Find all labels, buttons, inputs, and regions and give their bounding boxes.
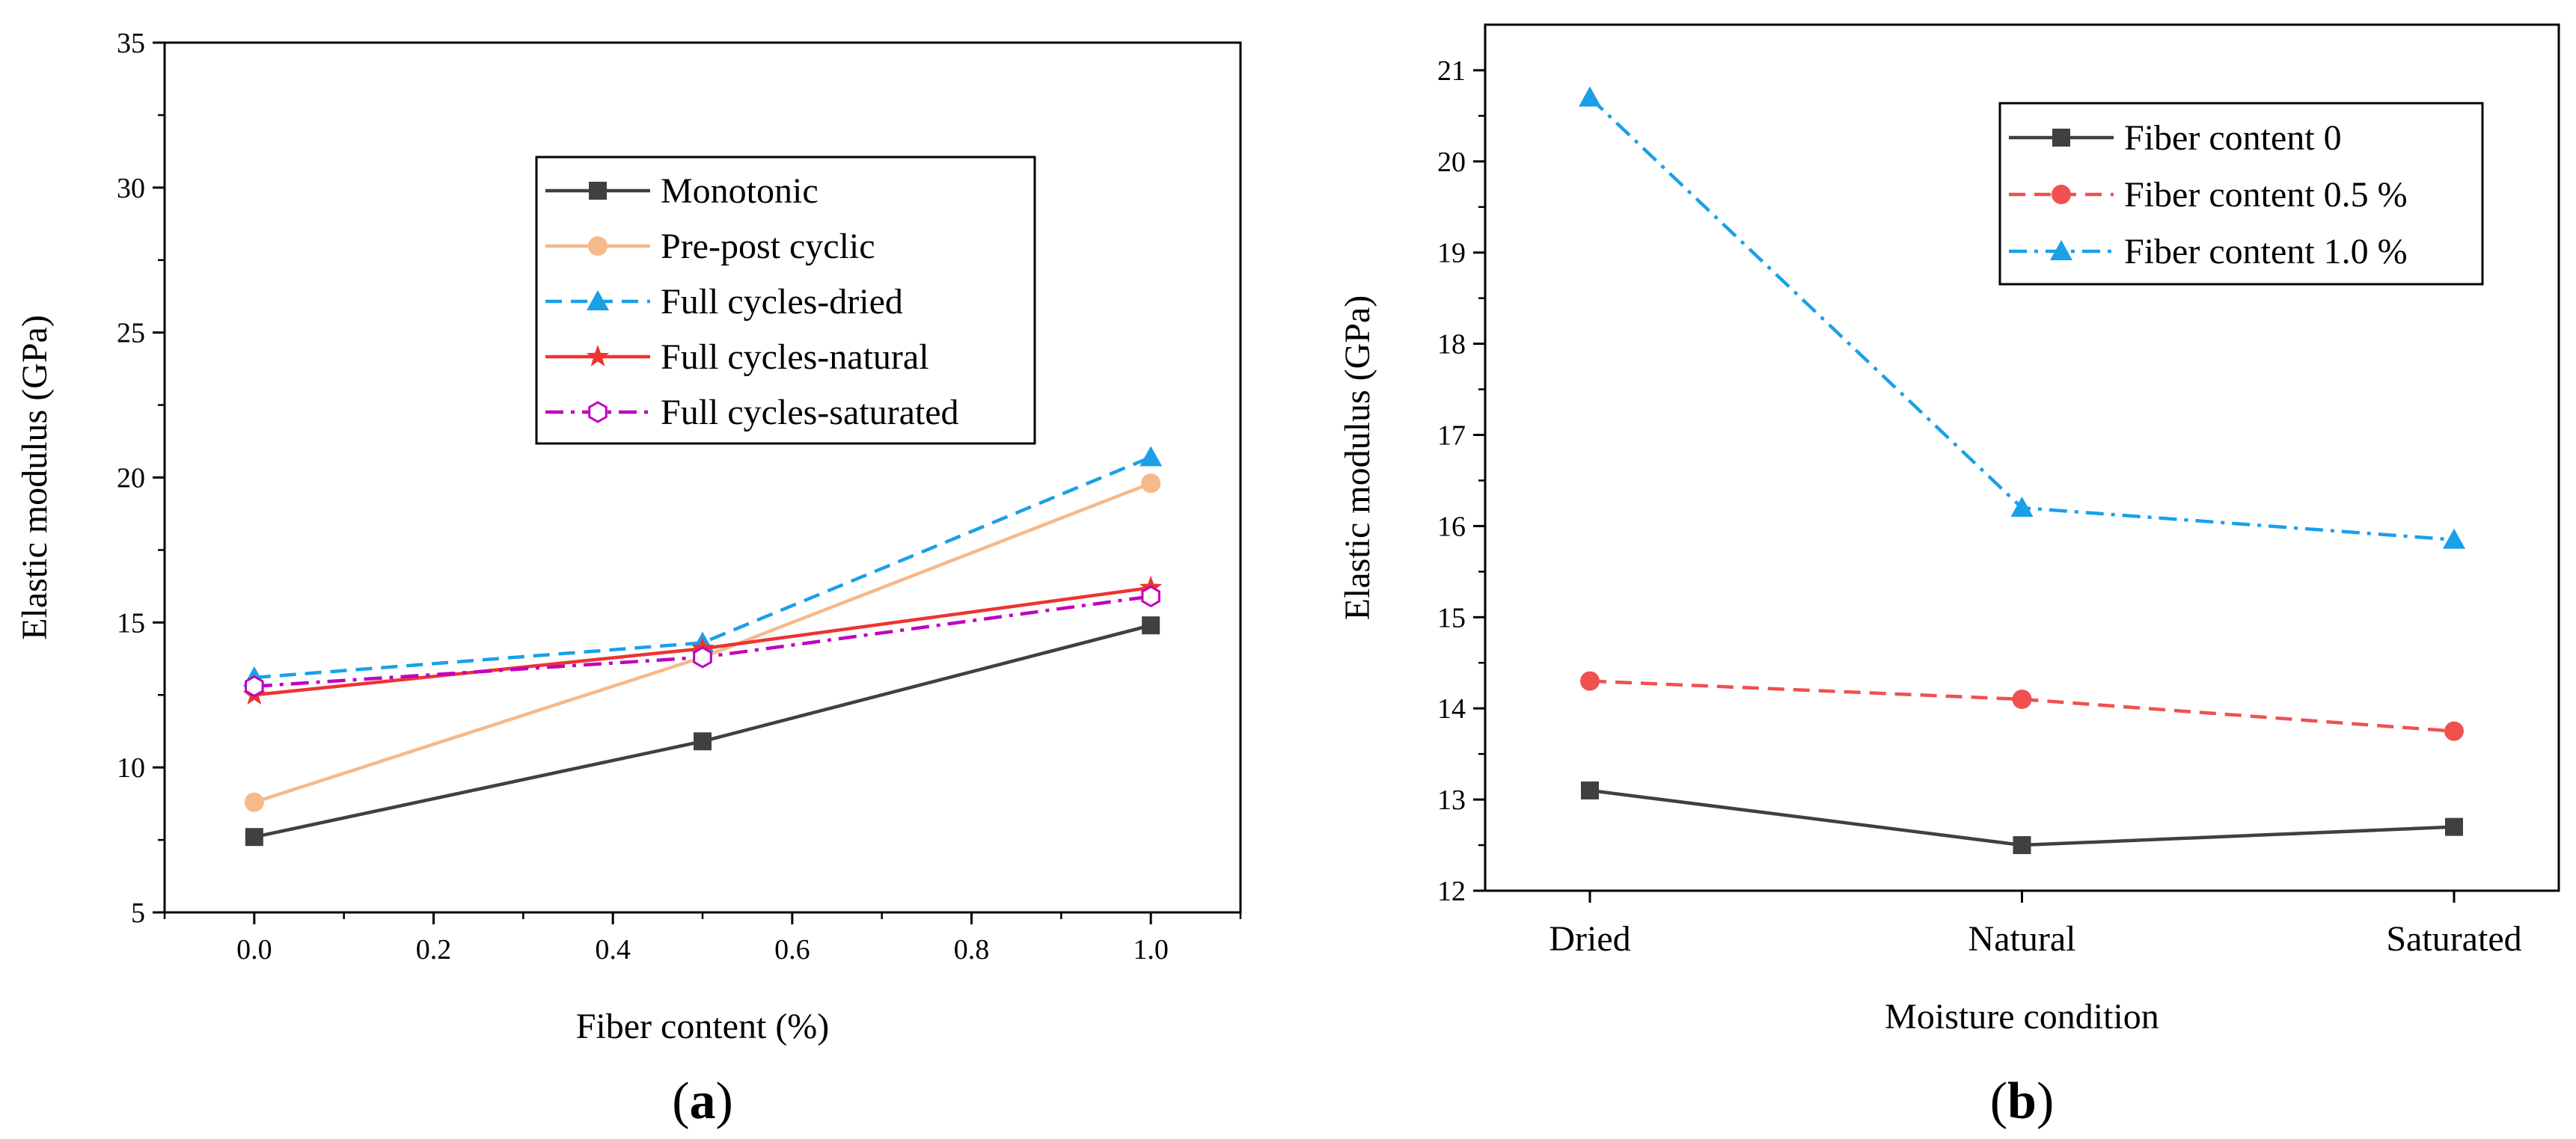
x-tick-label: 0.0 bbox=[236, 934, 272, 965]
legend-marker-full-cycles-saturated bbox=[588, 401, 608, 423]
legend-box bbox=[1998, 102, 2484, 286]
data-point-fiber-content-0 bbox=[1581, 781, 1599, 799]
y-tick-label: 15 bbox=[117, 607, 145, 639]
legend-label-monotonic: Monotonic bbox=[661, 171, 819, 211]
y-tick-label: 14 bbox=[1437, 693, 1466, 725]
y-tick-label: 15 bbox=[1437, 602, 1466, 633]
y-tick-label: 13 bbox=[1437, 785, 1466, 816]
data-point-fiber-content-0-5 bbox=[2012, 690, 2032, 710]
data-point-full-cycles-dried bbox=[1139, 446, 1163, 467]
panel-label-open: ( bbox=[1990, 1072, 2007, 1130]
series-line-full-cycles-dried bbox=[254, 455, 1152, 680]
legend-label-fiber-content-0-5: Fiber content 0.5 % bbox=[2124, 175, 2408, 215]
x-tick-label: 0.2 bbox=[416, 934, 452, 965]
y-tick-label: 17 bbox=[1437, 420, 1466, 452]
x-tick-label: 0.4 bbox=[595, 934, 631, 965]
panel-b-chart: 12 13 14 15 16 17 18 19 20 21 Dried Natural Saturate… bbox=[1338, 23, 2560, 1130]
y-tick-label: 10 bbox=[117, 752, 145, 784]
y-tick-label: 20 bbox=[1437, 147, 1466, 178]
panel-label-letter: b bbox=[2007, 1072, 2037, 1130]
x-axis-title: Moisture condition bbox=[1885, 997, 2159, 1037]
legend-marker-fiber-content-0-5 bbox=[2052, 185, 2071, 204]
legend-label-fiber-content-1-0: Fiber content 1.0 % bbox=[2124, 232, 2408, 271]
panel-label-close: ) bbox=[716, 1072, 733, 1130]
x-category-label: Natural bbox=[1968, 919, 2076, 959]
y-tick-label: 18 bbox=[1437, 329, 1466, 360]
legend-marker-fiber-content-1-0 bbox=[2050, 240, 2072, 260]
y-tick-label: 12 bbox=[1437, 876, 1466, 907]
legend-box bbox=[535, 156, 1036, 445]
panel-label-open: ( bbox=[672, 1072, 689, 1130]
data-point-fiber-content-1-0 bbox=[2443, 528, 2465, 549]
legend-label-pre-post-cyclic: Pre-post cyclic bbox=[661, 227, 875, 266]
y-tick-label: 20 bbox=[117, 463, 145, 494]
y-tick-label: 21 bbox=[1437, 55, 1466, 87]
legend-label-full-cycles-natural: Full cycles-natural bbox=[661, 337, 929, 377]
y-tick-label: 35 bbox=[117, 28, 145, 59]
y-tick-label: 5 bbox=[131, 897, 145, 929]
panel-label-letter: a bbox=[690, 1072, 716, 1130]
data-point-fiber-content-0 bbox=[2013, 836, 2031, 855]
legend-label-fiber-content-0: Fiber content 0 bbox=[2124, 118, 2342, 158]
x-category-label: Saturated bbox=[2386, 919, 2521, 959]
data-point-full-cycles-saturated bbox=[245, 675, 264, 698]
x-category-label: Dried bbox=[1549, 919, 1630, 959]
data-point-fiber-content-0-5 bbox=[1580, 671, 1600, 691]
panel-label-close: ) bbox=[2037, 1072, 2054, 1130]
data-point-fiber-content-1-0 bbox=[1579, 86, 1601, 107]
legend-marker-full-cycles-natural bbox=[586, 345, 610, 366]
data-point-fiber-content-1-0 bbox=[2010, 497, 2034, 518]
data-point-fiber-content-0 bbox=[2445, 817, 2463, 836]
data-point-monotonic bbox=[1142, 616, 1160, 635]
y-tick-label: 25 bbox=[117, 318, 145, 349]
data-point-full-cycles-saturated bbox=[693, 646, 712, 669]
x-tick-label: 1.0 bbox=[1133, 934, 1169, 965]
legend-marker-full-cycles-dried bbox=[587, 290, 609, 310]
y-axis-title: Elastic modulus (GPa) bbox=[15, 315, 55, 640]
legend-label-full-cycles-dried: Full cycles-dried bbox=[661, 282, 903, 322]
y-axis-title: Elastic modulus (GPa) bbox=[1338, 295, 1377, 621]
panel-a-chart: 5 10 15 20 25 30 35 0.0 0.2 0.4 0.6 0.8 1.0 Fiber con… bbox=[15, 28, 1242, 1130]
data-point-pre-post-cyclic bbox=[1141, 473, 1161, 494]
data-point-fiber-content-0-5 bbox=[2444, 721, 2464, 741]
x-tick-label: 0.6 bbox=[774, 934, 810, 965]
y-tick-label: 19 bbox=[1437, 238, 1466, 269]
panel-label: (b) bbox=[1990, 1072, 2055, 1130]
data-point-full-cycles-saturated bbox=[1141, 585, 1160, 608]
legend-marker-monotonic bbox=[589, 182, 607, 200]
panel-label: (a) bbox=[672, 1072, 733, 1130]
legend-marker-fiber-content-0 bbox=[2052, 129, 2070, 147]
legend-label-full-cycles-saturated: Full cycles-saturated bbox=[661, 393, 959, 432]
y-tick-label: 30 bbox=[117, 173, 145, 204]
data-point-pre-post-cyclic bbox=[244, 792, 264, 812]
data-point-monotonic bbox=[245, 828, 263, 847]
x-axis-title: Fiber content (%) bbox=[576, 1007, 830, 1046]
data-point-monotonic bbox=[694, 732, 712, 751]
legend-marker-pre-post-cyclic bbox=[588, 236, 608, 256]
y-tick-label: 16 bbox=[1437, 511, 1466, 542]
x-tick-label: 0.8 bbox=[954, 934, 990, 965]
